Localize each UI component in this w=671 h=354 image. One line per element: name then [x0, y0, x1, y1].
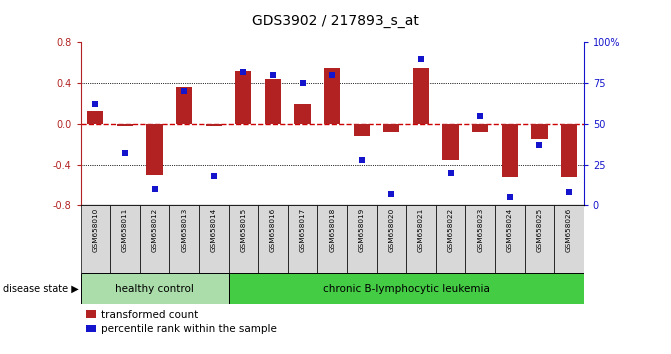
- Point: [534, 142, 545, 148]
- Bar: [495, 205, 525, 273]
- Bar: [146, 124, 162, 175]
- Bar: [376, 205, 406, 273]
- Bar: [205, 124, 222, 126]
- Bar: [324, 68, 340, 124]
- Text: GSM658010: GSM658010: [93, 207, 99, 252]
- Text: chronic B-lymphocytic leukemia: chronic B-lymphocytic leukemia: [323, 284, 490, 293]
- Bar: [258, 205, 288, 273]
- Text: GSM658020: GSM658020: [389, 207, 395, 252]
- Bar: [406, 205, 435, 273]
- Text: GSM658024: GSM658024: [507, 207, 513, 252]
- Point: [119, 150, 130, 156]
- Bar: [87, 111, 103, 124]
- Text: GSM658023: GSM658023: [477, 207, 483, 252]
- Text: GSM658026: GSM658026: [566, 207, 572, 252]
- Point: [445, 170, 456, 176]
- Bar: [199, 205, 229, 273]
- Bar: [81, 273, 229, 304]
- Bar: [110, 205, 140, 273]
- Bar: [288, 205, 317, 273]
- Bar: [236, 71, 252, 124]
- Text: GSM658021: GSM658021: [418, 207, 424, 252]
- Text: disease state ▶: disease state ▶: [3, 284, 79, 293]
- Bar: [531, 124, 548, 139]
- Bar: [442, 124, 459, 160]
- Bar: [176, 87, 193, 124]
- Point: [238, 69, 249, 75]
- Bar: [317, 205, 347, 273]
- Point: [475, 113, 486, 119]
- Bar: [502, 124, 518, 177]
- Bar: [354, 124, 370, 136]
- Bar: [229, 205, 258, 273]
- Point: [386, 191, 397, 197]
- Bar: [466, 205, 495, 273]
- Bar: [554, 205, 584, 273]
- Bar: [383, 124, 399, 132]
- Point: [178, 88, 189, 94]
- Text: GSM658011: GSM658011: [122, 207, 128, 252]
- Bar: [295, 104, 311, 124]
- Point: [356, 157, 367, 162]
- Text: GSM658019: GSM658019: [359, 207, 365, 252]
- Point: [209, 173, 219, 179]
- Text: GSM658015: GSM658015: [240, 207, 246, 252]
- Point: [505, 194, 515, 200]
- Text: GSM658013: GSM658013: [181, 207, 187, 252]
- Legend: transformed count, percentile rank within the sample: transformed count, percentile rank withi…: [86, 310, 277, 334]
- Text: GSM658022: GSM658022: [448, 207, 454, 252]
- Bar: [169, 205, 199, 273]
- Point: [415, 56, 426, 62]
- Bar: [140, 205, 169, 273]
- Point: [297, 80, 308, 86]
- Bar: [229, 273, 584, 304]
- Text: GSM658016: GSM658016: [270, 207, 276, 252]
- Text: GSM658017: GSM658017: [299, 207, 305, 252]
- Point: [90, 102, 101, 107]
- Bar: [472, 124, 488, 132]
- Text: GSM658018: GSM658018: [329, 207, 335, 252]
- Bar: [525, 205, 554, 273]
- Point: [149, 186, 160, 192]
- Point: [564, 189, 574, 195]
- Bar: [413, 68, 429, 124]
- Bar: [81, 205, 110, 273]
- Bar: [117, 124, 133, 126]
- Text: healthy control: healthy control: [115, 284, 194, 293]
- Text: GSM658025: GSM658025: [536, 207, 542, 252]
- Point: [327, 72, 338, 78]
- Bar: [347, 205, 376, 273]
- Text: GDS3902 / 217893_s_at: GDS3902 / 217893_s_at: [252, 14, 419, 28]
- Bar: [265, 79, 281, 124]
- Text: GSM658012: GSM658012: [152, 207, 158, 252]
- Bar: [435, 205, 466, 273]
- Text: GSM658014: GSM658014: [211, 207, 217, 252]
- Point: [268, 72, 278, 78]
- Bar: [561, 124, 577, 177]
